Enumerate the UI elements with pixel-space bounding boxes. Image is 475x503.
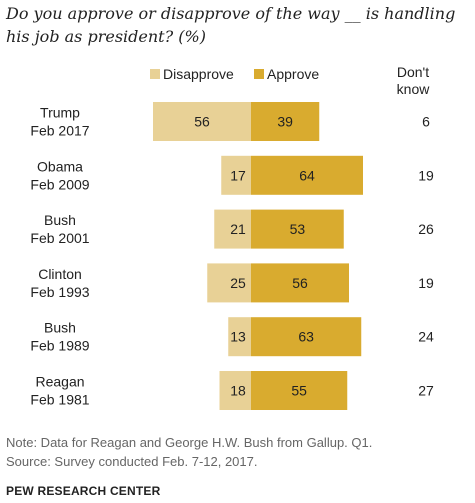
dont-know-value: 6 <box>422 114 430 130</box>
disapprove-bar <box>228 317 251 357</box>
dont-know-value: 19 <box>418 167 434 183</box>
category-label-line1: Clinton <box>38 266 82 282</box>
approve-value: 55 <box>291 383 307 399</box>
disapprove-value: 25 <box>230 275 246 291</box>
approve-swatch <box>254 69 264 79</box>
dont-know-value: 27 <box>418 383 434 399</box>
approve-bar <box>251 263 349 303</box>
category-label-line2: Feb 1989 <box>30 338 89 354</box>
approve-value: 56 <box>292 275 308 291</box>
category-label-line1: Bush <box>44 212 76 228</box>
dont-know-value: 19 <box>418 275 434 291</box>
category-label-line2: Feb 2001 <box>30 230 89 246</box>
legend-approve-label: Approve <box>267 66 320 82</box>
disapprove-value: 18 <box>230 383 246 399</box>
disapprove-value: 13 <box>230 329 246 345</box>
disapprove-bar <box>153 102 251 141</box>
approve-bar <box>251 371 348 410</box>
category-label-line2: Feb 1993 <box>30 284 89 300</box>
pew-logo: PEW RESEARCH CENTER <box>6 484 161 498</box>
category-label-line1: Trump <box>40 105 80 121</box>
chart-title: Do you approve or disapprove of the way … <box>6 4 456 46</box>
approve-bar <box>251 102 320 141</box>
disapprove-bar <box>221 155 251 195</box>
category-label-line1: Obama <box>37 158 83 174</box>
category-label-line1: Reagan <box>35 374 84 390</box>
dont-know-header: Don't know <box>396 64 430 97</box>
category-label-line2: Feb 1981 <box>30 392 89 408</box>
approval-chart: Trump Feb 2017 56 39 6 Obama Feb 2009 17 64 19 Bus… <box>30 102 434 410</box>
category-label-line2: Feb 2017 <box>30 123 89 139</box>
approve-value: 39 <box>277 114 293 130</box>
note-text: Note: Data for Reagan and George H.W. Bu… <box>6 435 373 450</box>
legend-disapprove-label: Disapprove <box>163 66 234 82</box>
approve-bar <box>251 155 363 195</box>
approve-value: 53 <box>290 221 306 237</box>
dont-know-value: 24 <box>418 329 434 345</box>
disapprove-bar <box>214 209 251 249</box>
approve-bar <box>251 209 344 249</box>
disapprove-swatch <box>150 69 160 79</box>
disapprove-value: 56 <box>194 114 210 130</box>
category-label-line2: Feb 2009 <box>30 176 89 192</box>
approve-value: 64 <box>299 167 315 183</box>
disapprove-value: 21 <box>230 221 246 237</box>
chart-note: Note: Data for Reagan and George H.W. Bu… <box>6 433 372 471</box>
source-text: Source: Survey conducted Feb. 7-12, 2017… <box>6 454 258 469</box>
dont-know-value: 26 <box>418 221 434 237</box>
disapprove-bar <box>219 371 251 410</box>
disapprove-bar <box>207 263 251 303</box>
legend-disapprove: Disapprove <box>150 66 234 82</box>
legend-approve: Approve <box>254 66 319 82</box>
category-label-line1: Bush <box>44 320 76 336</box>
disapprove-value: 17 <box>230 167 246 183</box>
approve-bar <box>251 317 362 357</box>
approve-value: 63 <box>298 329 314 345</box>
